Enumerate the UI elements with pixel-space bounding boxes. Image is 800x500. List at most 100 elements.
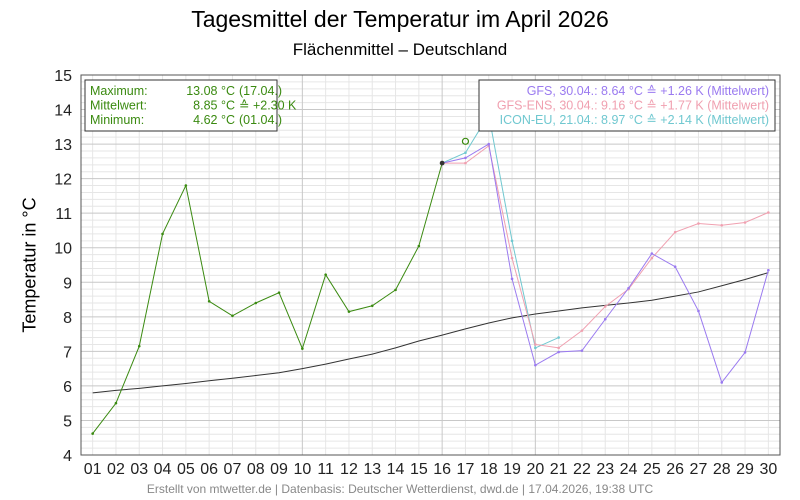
gfsens-point <box>603 305 607 308</box>
observed-point <box>394 288 397 292</box>
stats-extra: (17.04.) <box>239 84 282 98</box>
x-tick-label: 25 <box>643 461 661 478</box>
x-tick-label: 19 <box>503 461 521 478</box>
gfsens-point <box>767 211 770 214</box>
x-tick-label: 21 <box>550 461 568 478</box>
gfs-point <box>767 268 770 272</box>
plot-frame <box>80 74 781 456</box>
gfsens-point <box>510 256 514 260</box>
x-tick-label: 13 <box>363 461 381 478</box>
stats-extra: (01.04.) <box>239 113 282 127</box>
x-tick-label: 06 <box>200 461 218 478</box>
gfsens-point <box>743 221 747 224</box>
gfs-point <box>510 277 514 281</box>
gfs-point <box>464 156 467 160</box>
gfs-point <box>673 265 677 269</box>
gfs-point <box>487 142 491 146</box>
gfs-point <box>650 252 654 255</box>
gfs-point <box>603 317 607 321</box>
series-lines <box>91 113 770 435</box>
x-tick-label: 14 <box>387 461 405 478</box>
axis-ticks: 4 5 6 7 8 9 10 11 12 13 14 15 01 02 03 04 05 06 07 08 09 10 11… <box>54 68 777 478</box>
x-tick-label: 27 <box>690 461 708 478</box>
x-tick-label: 23 <box>596 461 614 478</box>
gfsens-point <box>697 222 700 225</box>
x-tick-label: 05 <box>177 461 195 478</box>
x-tick-label: 09 <box>270 461 288 478</box>
y-tick-label: 5 <box>63 413 72 430</box>
gfs-point <box>720 381 724 384</box>
stats-value: 8.85 °C <box>193 99 235 113</box>
x-tick-label: 11 <box>317 461 334 478</box>
gfs-point <box>627 286 630 290</box>
last-observed-point <box>439 160 445 166</box>
stats-extra: ≙ +2.30 K <box>239 99 297 113</box>
y-tick-label: 8 <box>63 310 72 327</box>
observed-point <box>254 301 258 305</box>
grid <box>81 74 780 456</box>
observed-point <box>137 344 141 348</box>
y-tick-label: 15 <box>54 68 72 85</box>
gfsens-point <box>464 161 467 165</box>
stats-label: Minimum: <box>90 113 144 127</box>
chart-subtitle: Flächenmittel – Deutschland <box>292 40 508 59</box>
climate-line <box>92 272 769 394</box>
x-tick-label: 28 <box>713 461 731 478</box>
icon-point <box>557 336 560 339</box>
y-tick-label: 12 <box>54 172 72 189</box>
gfsens-point <box>650 256 654 260</box>
footer-credit: Erstellt von mtwetter.de | Datenbasis: D… <box>146 482 654 496</box>
gfs-point <box>580 349 584 352</box>
gfsens-point <box>673 230 677 234</box>
y-tick-label: 13 <box>54 137 72 154</box>
x-tick-label: 12 <box>340 461 358 478</box>
stats-label: Mittelwert: <box>90 99 147 113</box>
icon-point <box>464 151 467 155</box>
observed-point <box>114 401 118 405</box>
stats-value: 13.08 °C <box>186 84 235 98</box>
observed-point <box>347 310 351 313</box>
x-tick-label: 15 <box>410 461 428 478</box>
chart-title: Tagesmittel der Temperatur im April 2026 <box>191 6 609 32</box>
observed-point <box>184 184 188 187</box>
observed-point <box>301 347 304 350</box>
y-tick-label: 6 <box>63 379 72 396</box>
observed-point <box>324 273 327 276</box>
observed-line <box>92 162 443 434</box>
x-tick-label: 20 <box>526 461 544 478</box>
forecast-legend-entry: GFS-ENS, 30.04.: 9.16 °C ≙ +1.77 K (Mitt… <box>497 99 769 113</box>
gfs-point <box>557 350 560 354</box>
observed-point <box>91 432 94 435</box>
x-tick-label: 07 <box>224 461 242 478</box>
gfsens-point <box>534 343 537 346</box>
y-tick-label: 11 <box>55 206 72 223</box>
x-tick-label: 16 <box>433 461 451 478</box>
x-tick-label: 29 <box>736 461 754 478</box>
forecast-box-frame <box>478 79 776 132</box>
y-tick-label: 9 <box>63 275 72 292</box>
stats-box: Maximum: 13.08 °C (17.04.) Mittelwert: 8.85 … <box>84 79 297 132</box>
x-tick-label: 22 <box>573 461 591 478</box>
x-tick-label: 01 <box>84 461 102 478</box>
x-tick-label: 04 <box>154 461 172 478</box>
observed-point <box>277 291 281 294</box>
y-tick-label: 4 <box>63 448 72 465</box>
x-tick-label: 24 <box>620 461 638 478</box>
x-tick-label: 26 <box>666 461 684 478</box>
x-tick-label: 08 <box>247 461 265 478</box>
gfs-point <box>534 363 537 367</box>
stats-value: 4.62 °C <box>193 113 235 127</box>
max-marker-point <box>461 137 470 145</box>
y-tick-label: 14 <box>54 103 72 120</box>
forecast-legend: GFS, 30.04.: 8.64 °C ≙ +1.26 K (Mittelwe… <box>478 79 776 132</box>
forecast-legend-entry: ICON-EU, 21.04.: 8.97 °C ≙ +2.14 K (Mitt… <box>500 113 769 127</box>
gfsens-point <box>580 329 584 332</box>
x-tick-label: 03 <box>130 461 148 478</box>
forecast-legend-entry: GFS, 30.04.: 8.64 °C ≙ +1.26 K (Mittelwe… <box>527 84 769 98</box>
stats-box-frame <box>84 79 278 132</box>
observed-point <box>207 299 211 303</box>
x-tick-label: 17 <box>457 461 475 478</box>
icon-point <box>534 346 537 350</box>
gfs-point <box>697 309 700 313</box>
